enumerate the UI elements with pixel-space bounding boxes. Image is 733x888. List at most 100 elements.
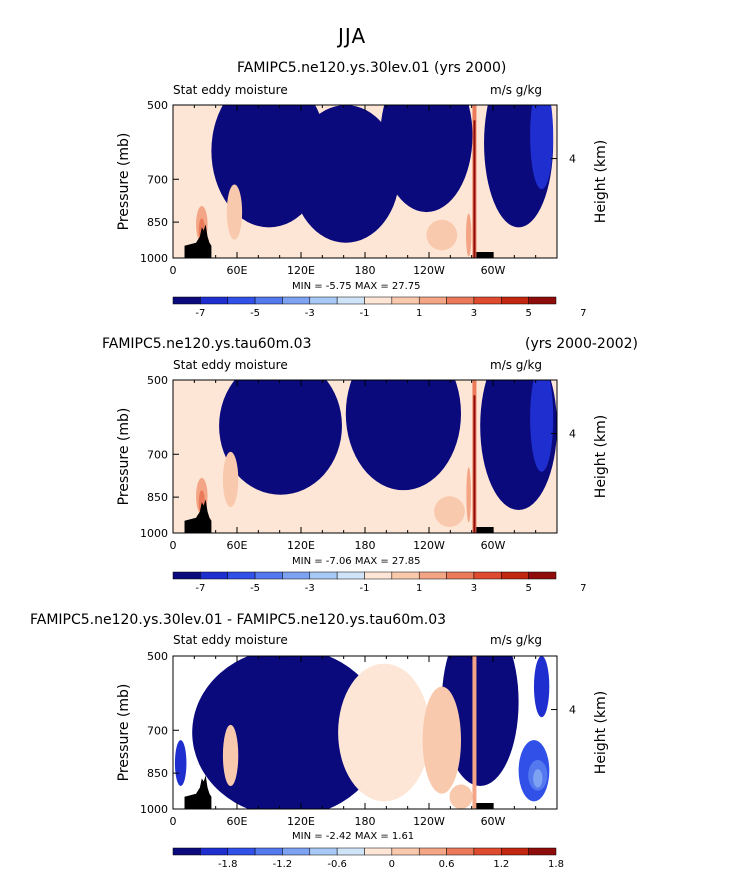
- panel3-left-label: Stat eddy moisture: [173, 633, 288, 647]
- panel1-ylabel-1: 700: [147, 173, 168, 186]
- panel1-colorbar-label-3: -1: [360, 308, 370, 319]
- panel1-left-label: Stat eddy moisture: [173, 83, 288, 97]
- panel1-colorbar-box-3: [254, 296, 283, 305]
- panel1-xlabel-3: 180: [355, 264, 376, 277]
- panel3-contour-0: [192, 656, 385, 809]
- panel2-colorbar-label-0: -7: [195, 583, 205, 594]
- panel2-contour-1: [219, 380, 342, 495]
- panel1-colorbar-label-7: 7: [580, 308, 586, 319]
- panel1-xlabel-4: 120W: [413, 264, 445, 277]
- panel3-colorbar-label-0: -1.8: [218, 859, 238, 870]
- panel2-ylabel-right: Height (km): [593, 415, 609, 498]
- panel2-stats: MIN = -7.06 MAX = 27.85: [292, 556, 421, 567]
- panel3-field: [173, 656, 557, 809]
- panel1-colorbar-box-4: [282, 296, 311, 305]
- panel1-ylabel-right: Height (km): [593, 140, 609, 223]
- panel3-ylabel-left: Pressure (mb): [116, 684, 132, 782]
- panel2-xlabel-1: 60E: [227, 539, 248, 552]
- panel3-topography-andes: [476, 803, 494, 809]
- panel2-topography-asia: [184, 499, 212, 533]
- panel2-colorbar-box-13: [528, 571, 557, 580]
- panel2-colorbar-box-3: [254, 571, 283, 580]
- panel1-contour-6: [530, 105, 554, 190]
- panel2-colorbar-box-12: [501, 571, 529, 580]
- panel3-units: m/s g/kg: [490, 633, 543, 647]
- panel3-xlabel-2: 120E: [287, 815, 315, 828]
- panel3-colorbar-box-9: [418, 847, 447, 856]
- panel3-colorbar-box-8: [391, 847, 420, 856]
- panel3-colorbar-label-3: 0: [389, 859, 395, 870]
- panel2-contour-2: [345, 380, 461, 491]
- panel2-ylabel-1: 700: [147, 448, 168, 461]
- panel3-contour-9: [533, 656, 550, 718]
- panel3-colorbar-label-1: -1.2: [273, 859, 293, 870]
- panel1-field: [173, 105, 557, 258]
- panel3-colorbar-box-7: [364, 847, 393, 856]
- panel2-xlabel-5: 60W: [481, 539, 506, 552]
- panel1-stats: MIN = -5.75 MAX = 27.75: [292, 281, 421, 292]
- panel2-colorbar-box-1: [200, 571, 228, 580]
- panel3-xlabel-3: 180: [355, 815, 376, 828]
- panel3-plot: [172, 655, 558, 856]
- panel3-title: FAMIPC5.ne120.ys.30lev.01 - FAMIPC5.ne12…: [30, 612, 447, 628]
- panel1-ylabel-0: 500: [147, 99, 168, 112]
- panel3-colorbar-label-5: 1.2: [493, 859, 509, 870]
- panel3-colorbar-box-4: [282, 847, 311, 856]
- panel3-colorbar-box-10: [446, 847, 475, 856]
- panel2-ylabel-2: 850: [147, 491, 168, 504]
- panel1-xlabel-5: 60W: [481, 264, 506, 277]
- panel3-ylabel-right: Height (km): [593, 691, 609, 774]
- panel3-ylabel-0: 500: [147, 650, 168, 663]
- panel3-contour-5: [174, 740, 187, 787]
- panel2-colorbar-label-2: -3: [305, 583, 315, 594]
- panel1-colorbar-box-7: [364, 296, 393, 305]
- panel1-colorbar-box-13: [528, 296, 557, 305]
- panel2-colorbar-box-2: [227, 571, 256, 580]
- panel1-colorbar-box-1: [200, 296, 228, 305]
- panel3-colorbar-box-2: [227, 847, 256, 856]
- panel3-ylabel-1: 700: [147, 724, 168, 737]
- panel2-xlabel-2: 120E: [287, 539, 315, 552]
- panel3-contour-8: [533, 769, 543, 788]
- panel2-units: m/s g/kg: [490, 358, 543, 372]
- panel2-colorbar-box-10: [446, 571, 475, 580]
- panel2-contour-8: [434, 496, 465, 527]
- panel1-colorbar-label-4: 1: [416, 308, 422, 319]
- panel1-title: FAMIPC5.ne120.ys.30lev.01 (yrs 2000): [237, 60, 507, 76]
- panel1-streak-core: [473, 120, 476, 258]
- panel1-colorbar-box-5: [309, 296, 338, 305]
- panel2-xlabel-4: 120W: [413, 539, 445, 552]
- panel1-right-tick-label: 4: [569, 153, 576, 166]
- panel1-ylabel-left: Pressure (mb): [116, 133, 132, 231]
- panel1-topography-andes: [476, 252, 494, 258]
- panel1-colorbar-box-8: [391, 296, 420, 305]
- panel3-colorbar-box-12: [501, 847, 529, 856]
- panel3-right-tick-label: 4: [569, 704, 576, 717]
- panel2-ylabel-3: 1000: [140, 527, 168, 540]
- figure-title: JJA: [338, 24, 367, 48]
- panel1-units: m/s g/kg: [490, 83, 543, 97]
- panel1-colorbar-label-1: -5: [250, 308, 260, 319]
- panel3-contour-1: [338, 663, 431, 802]
- panel2-colorbar-box-6: [336, 571, 365, 580]
- panel1-colorbar-label-6: 5: [525, 308, 531, 319]
- panel3-contour-10: [449, 784, 473, 809]
- panel2-contour-4: [530, 380, 554, 472]
- panel1-colorbar-box-2: [227, 296, 256, 305]
- panel1-colorbar-box-6: [336, 296, 365, 305]
- panel3-colorbar-box-11: [473, 847, 502, 856]
- panel3-colorbar-box-0: [172, 847, 201, 856]
- panel2-xlabel-0: 0: [170, 539, 177, 552]
- panel2-colorbar-box-4: [282, 571, 311, 580]
- panel1-topography-asia: [184, 224, 212, 258]
- panel3-streak: [472, 656, 477, 809]
- panel1-ylabel-3: 1000: [140, 252, 168, 265]
- panel1-colorbar-label-0: -7: [195, 308, 205, 319]
- panel3-colorbar-box-5: [309, 847, 338, 856]
- panel1-plot: [172, 104, 558, 305]
- panel1-colorbar-box-11: [473, 296, 502, 305]
- panel2-colorbar-box-9: [418, 571, 447, 580]
- panel2-colorbar-label-7: 7: [580, 583, 586, 594]
- panel3-colorbar-box-1: [200, 847, 228, 856]
